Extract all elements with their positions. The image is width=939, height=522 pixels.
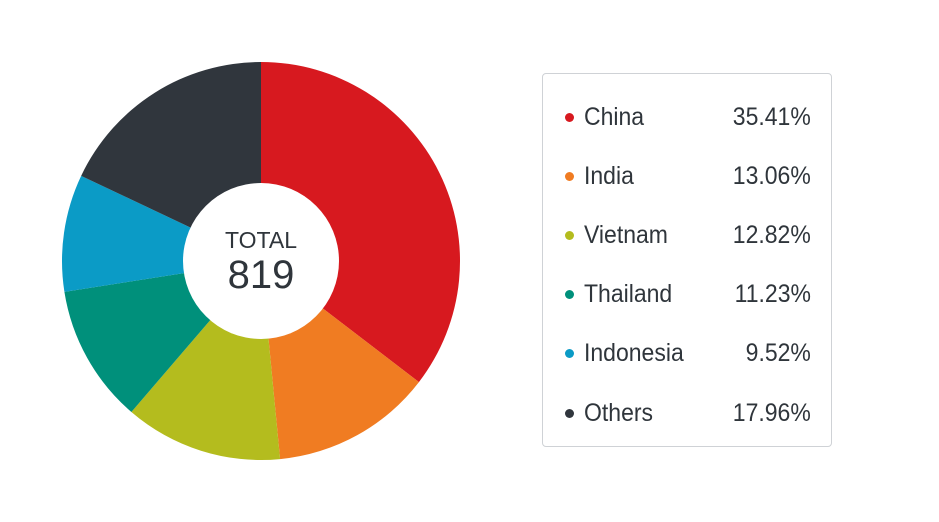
slice-indonesia bbox=[61, 175, 198, 292]
legend-marker bbox=[565, 408, 574, 418]
legend-value: 17.96% bbox=[732, 398, 811, 427]
legend-label: Indonesia bbox=[584, 339, 684, 368]
slice-thailand bbox=[64, 271, 216, 412]
donut-slices bbox=[61, 62, 460, 460]
legend-item-china: China 35.41% bbox=[543, 97, 831, 137]
slice-india bbox=[267, 303, 419, 460]
center-total-label: TOTAL bbox=[225, 227, 297, 253]
legend-value: 12.82% bbox=[732, 220, 811, 249]
legend-item-indonesia: Indonesia 9.52% bbox=[543, 334, 831, 374]
center-total-value: 819 bbox=[228, 253, 295, 297]
legend-value: 35.41% bbox=[732, 102, 811, 131]
legend-label: Vietnam bbox=[584, 220, 668, 249]
legend-marker bbox=[565, 230, 574, 240]
legend-label: China bbox=[584, 102, 645, 131]
legend-item-india: India 13.06% bbox=[543, 156, 831, 196]
slice-others bbox=[81, 62, 262, 232]
legend-item-vietnam: Vietnam 12.82% bbox=[543, 215, 831, 255]
chart-legend: China 35.41% India 13.06% Vietnam 12.82% Thail… bbox=[542, 73, 832, 447]
legend-marker bbox=[565, 349, 574, 359]
slice-vietnam bbox=[131, 314, 281, 460]
legend-item-thailand: Thailand 11.23% bbox=[543, 275, 831, 315]
donut-hole bbox=[183, 183, 339, 339]
legend-marker bbox=[565, 112, 574, 122]
legend-marker bbox=[565, 171, 574, 181]
slice-china bbox=[261, 62, 460, 383]
legend-item-others: Others 17.96% bbox=[543, 393, 831, 433]
legend-value: 9.52% bbox=[745, 339, 811, 368]
legend-value: 13.06% bbox=[732, 161, 811, 190]
legend-label: Others bbox=[584, 398, 654, 427]
legend-label: Thailand bbox=[584, 280, 673, 309]
legend-value: 11.23% bbox=[734, 280, 811, 309]
legend-label: India bbox=[584, 161, 634, 190]
legend-marker bbox=[565, 290, 574, 300]
donut-chart: TOTAL 819 bbox=[61, 62, 460, 460]
